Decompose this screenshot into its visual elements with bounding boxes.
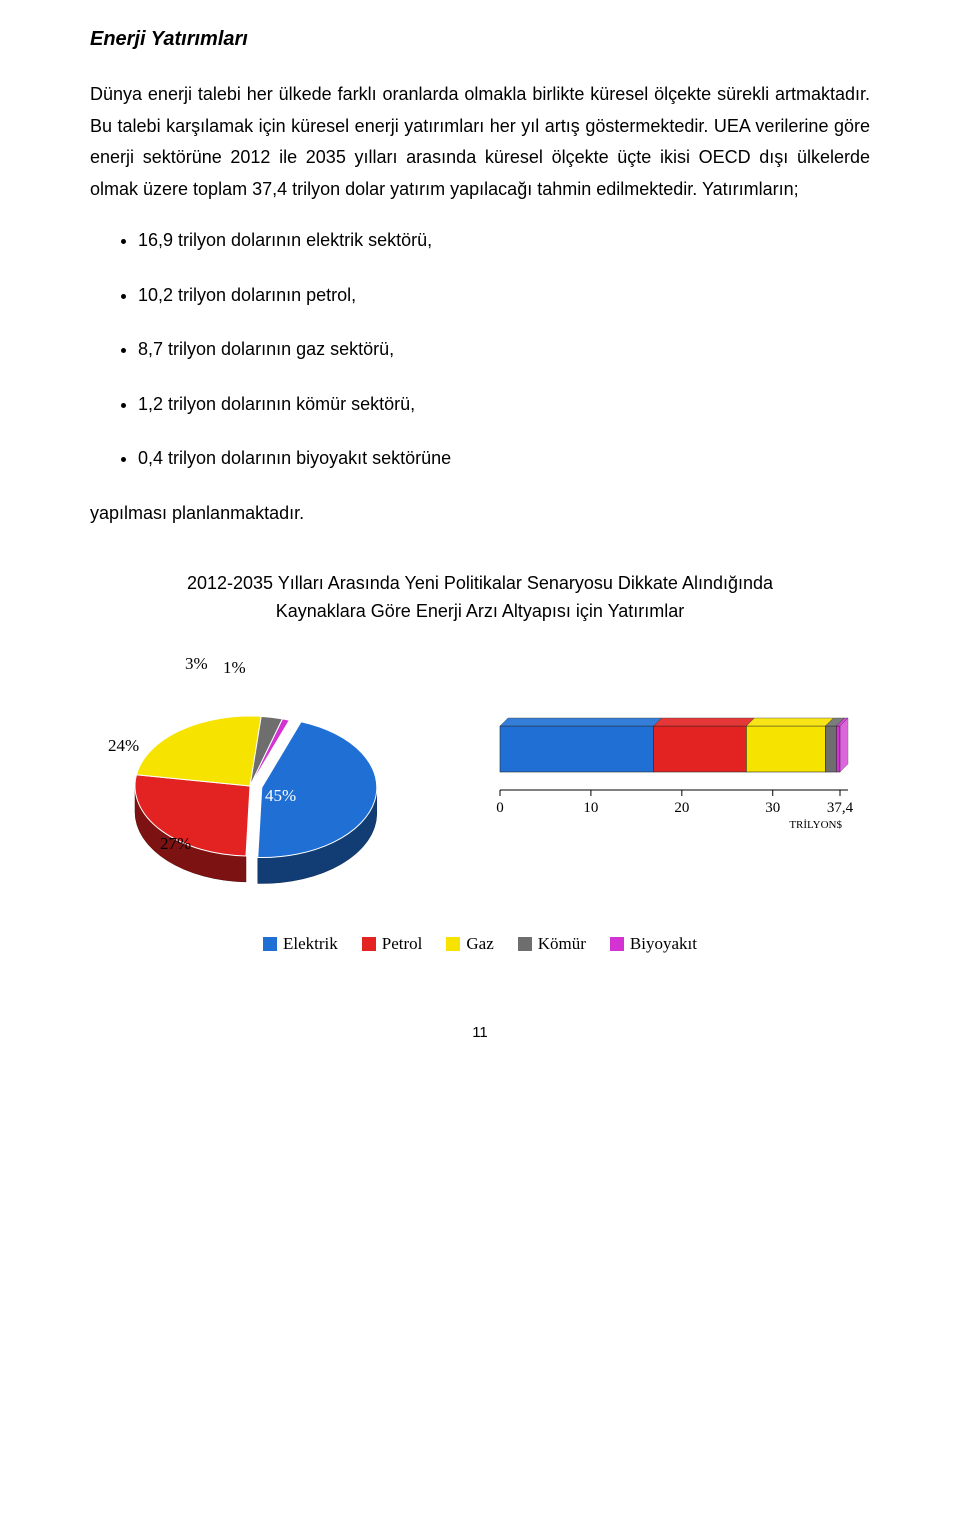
legend-label: Elektrik [283,934,338,954]
legend-swatch [610,937,624,951]
legend-swatch [518,937,532,951]
intro-paragraph: Dünya enerji talebi her ülkede farklı or… [90,79,870,205]
chart-title: 2012-2035 Yılları Arasında Yeni Politika… [160,569,800,627]
bullet-item: 0,4 trilyon dolarının biyoyakıt sektörün… [138,443,870,474]
svg-text:37,4: 37,4 [827,800,854,816]
pie-slice-label: 1% [223,658,246,678]
chart-legend: Elektrik Petrol Gaz Kömür Biyoyakıt [90,934,870,954]
legend-swatch [263,937,277,951]
section-title: Enerji Yatırımları [90,28,870,51]
page-number: 11 [90,1024,870,1041]
pie-slice-label: 45% [265,786,296,806]
closing-paragraph: yapılması planlanmaktadır. [90,498,870,529]
pie-slice-label: 24% [108,736,139,756]
investment-bullets: 16,9 trilyon dolarının elektrik sektörü,… [90,225,870,474]
pie-chart: 45% 27% 24% 3% 1% [90,646,430,906]
legend-swatch [362,937,376,951]
bullet-item: 8,7 trilyon dolarının gaz sektörü, [138,334,870,365]
bullet-item: 1,2 trilyon dolarının kömür sektörü, [138,389,870,420]
chart-row: 45% 27% 24% 3% 1% 0 10 20 30 37,4 TRİLYON$ [90,646,870,906]
legend-item: Kömür [518,934,586,954]
legend-item: Gaz [446,934,493,954]
bullet-item: 16,9 trilyon dolarının elektrik sektörü, [138,225,870,256]
stacked-bar-chart: 0 10 20 30 37,4 TRİLYON$ [480,686,870,866]
legend-label: Kömür [538,934,586,954]
legend-item: Elektrik [263,934,338,954]
legend-item: Petrol [362,934,423,954]
legend-label: Biyoyakıt [630,934,697,954]
legend-swatch [446,937,460,951]
legend-item: Biyoyakıt [610,934,697,954]
pie-slice-label: 27% [160,834,191,854]
svg-text:20: 20 [674,800,689,816]
legend-label: Petrol [382,934,423,954]
svg-text:0: 0 [496,800,504,816]
svg-text:10: 10 [583,800,598,816]
pie-slice-label: 3% [185,654,208,674]
legend-label: Gaz [466,934,493,954]
svg-text:TRİLYON$: TRİLYON$ [789,819,842,831]
bullet-item: 10,2 trilyon dolarının petrol, [138,280,870,311]
svg-text:30: 30 [765,800,780,816]
